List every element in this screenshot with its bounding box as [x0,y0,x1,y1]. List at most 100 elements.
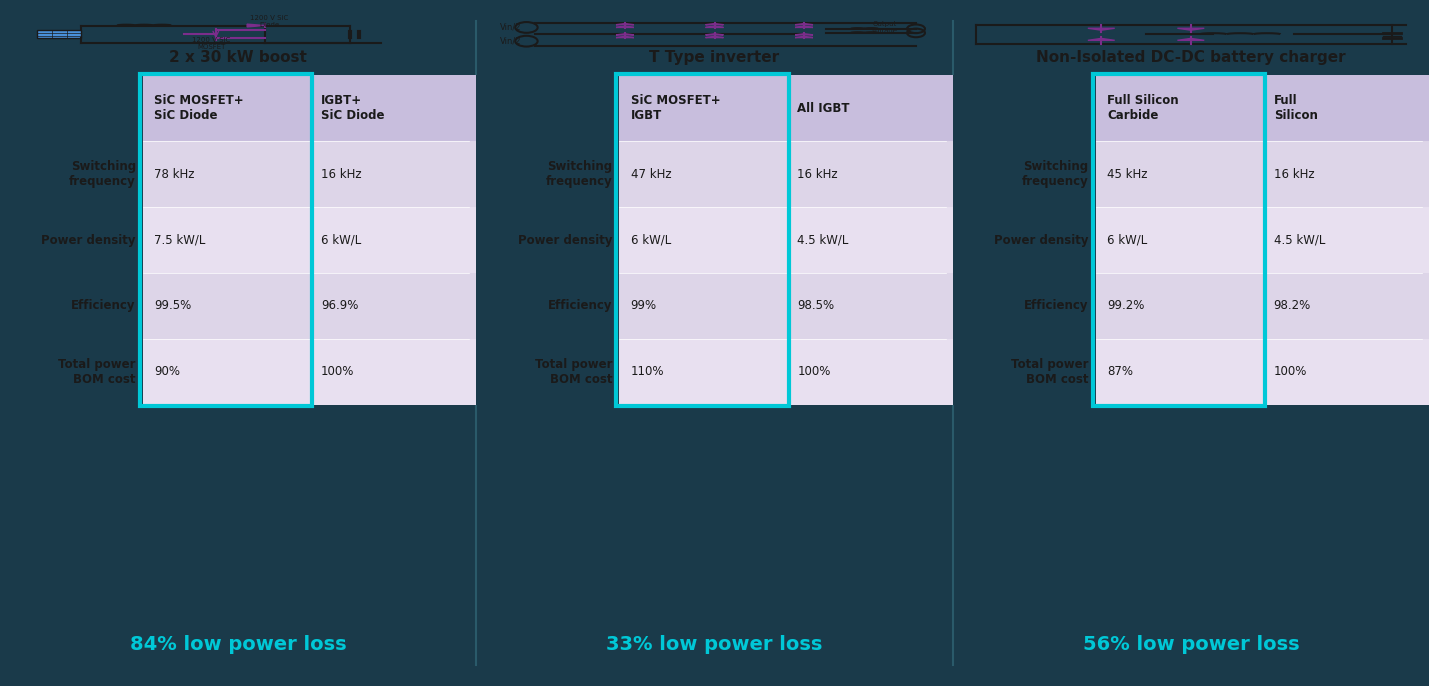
Text: 7.5 kW/L: 7.5 kW/L [154,234,206,246]
Text: Output
voltage: Output voltage [872,21,897,34]
Polygon shape [1087,28,1115,30]
FancyBboxPatch shape [786,141,953,207]
Polygon shape [706,26,723,27]
FancyBboxPatch shape [786,339,953,405]
Text: 84% low power loss: 84% low power loss [130,635,346,654]
Text: Vin/2: Vin/2 [500,23,522,32]
Text: 45 kHz: 45 kHz [1107,168,1147,180]
Polygon shape [1087,38,1115,40]
Text: 100%: 100% [1273,366,1308,378]
FancyBboxPatch shape [1096,273,1262,339]
FancyBboxPatch shape [1262,75,1429,141]
FancyBboxPatch shape [619,141,786,207]
Text: 87%: 87% [1107,366,1133,378]
FancyBboxPatch shape [953,141,1096,207]
Text: Power density: Power density [41,234,136,246]
FancyBboxPatch shape [953,339,1096,405]
Text: 6 kW/L: 6 kW/L [1107,234,1147,246]
FancyBboxPatch shape [619,207,786,273]
Text: Efficiency: Efficiency [1025,300,1089,312]
FancyBboxPatch shape [143,273,310,339]
Polygon shape [247,24,264,27]
FancyBboxPatch shape [0,207,143,273]
Text: 100%: 100% [797,366,830,378]
FancyBboxPatch shape [786,207,953,273]
Text: Power density: Power density [995,234,1089,246]
FancyBboxPatch shape [1096,207,1262,273]
Text: Non-Isolated DC-DC battery charger: Non-Isolated DC-DC battery charger [1036,50,1346,65]
Text: 4.5 kW/L: 4.5 kW/L [797,234,849,246]
Text: 99.5%: 99.5% [154,300,191,312]
Polygon shape [616,23,634,25]
Text: IGBT+
SiC Diode: IGBT+ SiC Diode [322,95,384,122]
FancyBboxPatch shape [476,339,619,405]
Polygon shape [616,36,634,38]
Text: 99.2%: 99.2% [1107,300,1145,312]
FancyBboxPatch shape [310,75,476,141]
FancyBboxPatch shape [310,141,476,207]
Polygon shape [706,36,723,38]
Polygon shape [706,23,723,25]
FancyBboxPatch shape [0,75,143,141]
Text: Efficiency: Efficiency [71,300,136,312]
Text: 99%: 99% [630,300,657,312]
Text: 16 kHz: 16 kHz [1273,168,1315,180]
Bar [37,30,81,38]
FancyBboxPatch shape [310,339,476,405]
Polygon shape [1177,38,1205,40]
Bar [483,7,946,51]
FancyBboxPatch shape [786,273,953,339]
FancyBboxPatch shape [1262,339,1429,405]
FancyBboxPatch shape [1096,75,1262,141]
Text: 6 kW/L: 6 kW/L [322,234,362,246]
Text: 100%: 100% [322,366,354,378]
FancyBboxPatch shape [786,75,953,141]
Text: T Type inverter: T Type inverter [649,50,780,65]
Text: All IGBT: All IGBT [797,102,850,115]
Polygon shape [795,23,813,25]
FancyBboxPatch shape [953,273,1096,339]
Text: SiC MOSFET+
SiC Diode: SiC MOSFET+ SiC Diode [154,95,244,122]
Polygon shape [795,34,813,35]
FancyBboxPatch shape [619,339,786,405]
FancyBboxPatch shape [143,141,310,207]
Text: Full
Silicon: Full Silicon [1273,95,1318,122]
Text: 90%: 90% [154,366,180,378]
Text: Total power
BOM cost: Total power BOM cost [534,358,612,386]
Text: 16 kHz: 16 kHz [797,168,837,180]
Text: 98.2%: 98.2% [1273,300,1310,312]
Polygon shape [1177,28,1205,30]
Text: 78 kHz: 78 kHz [154,168,194,180]
Text: Total power
BOM cost: Total power BOM cost [1010,358,1089,386]
Text: 110%: 110% [630,366,664,378]
Polygon shape [616,34,634,35]
Text: Vin/2: Vin/2 [500,36,522,46]
Text: 1200 V SiC
Diode: 1200 V SiC Diode [250,16,289,28]
Text: Switching
frequency: Switching frequency [69,161,136,188]
Bar [960,7,1422,51]
Text: 16 kHz: 16 kHz [322,168,362,180]
FancyBboxPatch shape [476,273,619,339]
Text: 98.5%: 98.5% [797,300,835,312]
FancyBboxPatch shape [1262,273,1429,339]
FancyBboxPatch shape [1262,141,1429,207]
FancyBboxPatch shape [1096,141,1262,207]
Text: Switching
frequency: Switching frequency [1022,161,1089,188]
FancyBboxPatch shape [0,141,143,207]
Text: Full Silicon
Carbide: Full Silicon Carbide [1107,95,1179,122]
FancyBboxPatch shape [476,207,619,273]
Text: 33% low power loss: 33% low power loss [606,635,823,654]
FancyBboxPatch shape [476,141,619,207]
Polygon shape [795,36,813,38]
FancyBboxPatch shape [953,75,1096,141]
Text: 56% low power loss: 56% low power loss [1083,635,1299,654]
Text: 6 kW/L: 6 kW/L [630,234,670,246]
FancyBboxPatch shape [1262,207,1429,273]
Text: 2 x 30 kW boost: 2 x 30 kW boost [169,50,307,65]
FancyBboxPatch shape [476,75,619,141]
Text: 96.9%: 96.9% [322,300,359,312]
FancyBboxPatch shape [953,207,1096,273]
Polygon shape [616,26,634,27]
Text: SiC MOSFET+
IGBT: SiC MOSFET+ IGBT [630,95,720,122]
FancyBboxPatch shape [619,273,786,339]
